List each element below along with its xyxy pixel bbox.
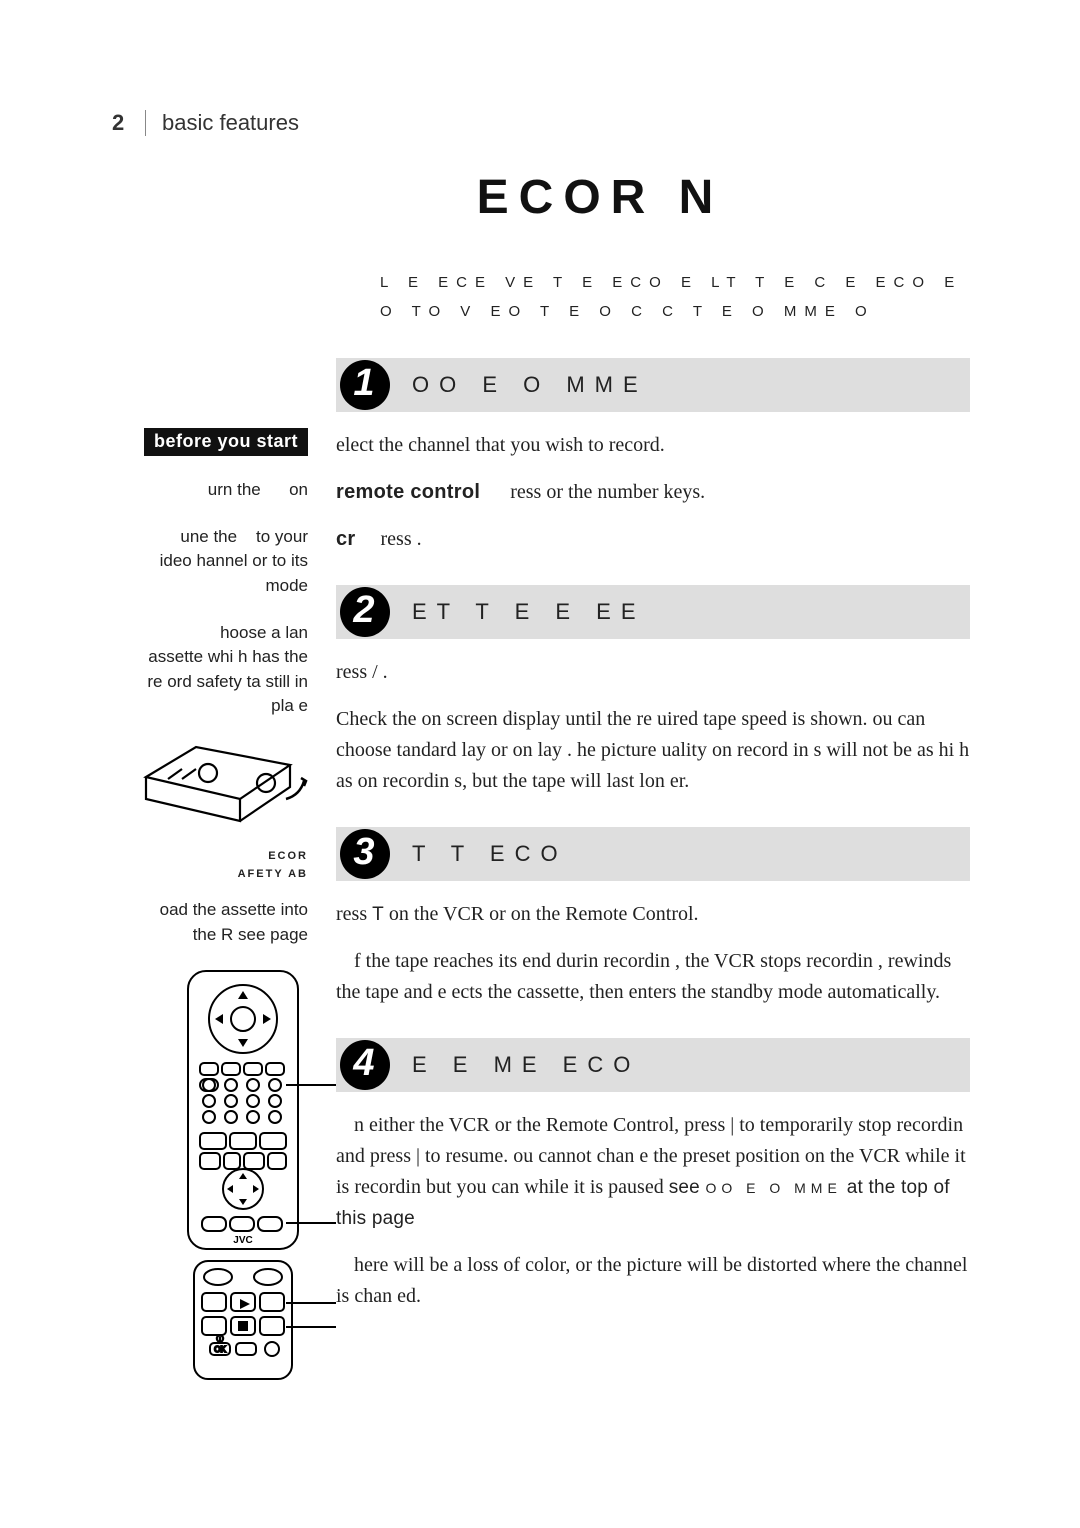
step-1-heading: 1 OO E O MME — [336, 358, 970, 412]
divider-icon — [145, 110, 146, 136]
left-p4: oad the assette into the R see page — [80, 898, 308, 947]
step-number-1: 1 — [340, 360, 390, 410]
step-3-heading: 3 T T ECO — [336, 827, 970, 881]
cassette-illustration: ECOR AFETY AB — [80, 729, 308, 880]
before-you-start-badge: before you start — [144, 428, 308, 456]
s3-pre: ress — [336, 903, 372, 925]
step-3-block: 3 T T ECO ress T on the VCR or on the Re… — [336, 827, 970, 1008]
step-2-body: ress / . Check the on screen display unt… — [336, 657, 970, 797]
left-p1b: on — [289, 480, 308, 499]
left-p3a: hoose a lan — [220, 623, 308, 642]
left-column: before you start urn the on une the to y… — [80, 358, 330, 1390]
cassette-label-2: AFETY AB — [80, 868, 308, 880]
step-3-title: T T ECO — [412, 841, 568, 867]
remote-illustration: JVC — [80, 965, 308, 1390]
page-number: 2 — [112, 110, 125, 135]
s4-see: see — [669, 1177, 706, 1198]
cr-label: cr — [336, 528, 356, 550]
cassette-icon — [138, 729, 308, 839]
s3-line2: f the tape reaches its end durin recordi… — [336, 946, 970, 1008]
remote-icon: JVC — [178, 965, 308, 1385]
s3-post: on the VCR or on the Remote Control. — [389, 903, 699, 925]
left-p2a: une the — [180, 527, 237, 546]
left-p2c: ideo hannel or to its — [160, 551, 308, 570]
step-number-2: 2 — [340, 587, 390, 637]
step-number-4: 4 — [340, 1040, 390, 1090]
left-p1: urn the on — [80, 478, 308, 503]
s1-line1: elect the channel that you wish to recor… — [336, 430, 970, 461]
step-1-block: 1 OO E O MME elect the channel that you … — [336, 358, 970, 555]
s1-line2-text: ress or the number keys. — [510, 481, 705, 503]
svg-text:OK: OK — [214, 1345, 226, 1354]
svg-text:ⓘ: ⓘ — [217, 1335, 224, 1343]
s4-line2: here will be a loss of color, or the pic… — [336, 1250, 970, 1312]
step-2-heading: 2 ET T E E EE — [336, 585, 970, 639]
step-2-block: 2 ET T E E EE ress / . Check the on scre… — [336, 585, 970, 797]
step-4-block: 4 E E ME ECO n either the VCR or the Rem… — [336, 1038, 970, 1312]
step-2-title: ET T E E EE — [412, 599, 646, 625]
s4-mme: OO E O MME — [705, 1180, 841, 1196]
step-3-body: ress T on the VCR or on the Remote Contr… — [336, 899, 970, 1008]
s2-line2: Check the on screen display until the re… — [336, 704, 970, 797]
running-head-text: basic features — [162, 110, 299, 135]
left-p2b: to your — [256, 527, 308, 546]
cassette-label-1: ECOR — [80, 850, 308, 862]
svg-text:JVC: JVC — [233, 1235, 252, 1246]
subtitle-line-1: L E ECE VE T E ECO E LT T E C E ECO E — [380, 269, 1000, 298]
step-number-3: 3 — [340, 829, 390, 879]
s1-line3: cr ress . — [336, 524, 970, 555]
s2-line1: ress / . — [336, 657, 970, 688]
left-p3c: re ord safety ta still in — [147, 672, 308, 691]
left-p3: hoose a lan assette whi h has the re ord… — [80, 621, 308, 720]
left-p3b: assette whi h has the — [148, 647, 308, 666]
step-1-title: OO E O MME — [412, 372, 648, 398]
s3-line1: ress T on the VCR or on the Remote Contr… — [336, 899, 970, 930]
left-p2d: mode — [265, 576, 308, 595]
s1-line2: remote control ress or the number keys. — [336, 477, 970, 508]
doc-title: ECOR N — [200, 170, 1000, 225]
step-4-heading: 4 E E ME ECO — [336, 1038, 970, 1092]
step-1-body: elect the channel that you wish to recor… — [336, 430, 970, 555]
rec-glyph: T — [372, 904, 384, 925]
left-p2: une the to your ideo hannel or to its mo… — [80, 525, 308, 599]
step-4-body: n either the VCR or the Remote Control, … — [336, 1110, 970, 1312]
subtitle: L E ECE VE T E ECO E LT T E C E ECO E O … — [380, 269, 1000, 326]
step-4-title: E E ME ECO — [412, 1052, 640, 1078]
right-column: 1 OO E O MME elect the channel that you … — [330, 358, 1000, 1390]
left-p3d: pla e — [271, 696, 308, 715]
page: 2 basic features ECOR N L E ECE VE T E E… — [0, 0, 1080, 1528]
left-p4b: the R see page — [193, 925, 308, 944]
remote-control-label: remote control — [336, 481, 480, 503]
running-head: 2 basic features — [112, 110, 299, 136]
columns: before you start urn the on une the to y… — [80, 358, 1000, 1390]
left-p1a: urn the — [208, 480, 261, 499]
subtitle-line-2: O TO V EO T E O C C T E O MME O — [380, 298, 1000, 327]
left-p4a: oad the assette into — [160, 900, 308, 919]
s1-line3-text: ress . — [381, 528, 422, 550]
s4-line1: n either the VCR or the Remote Control, … — [336, 1110, 970, 1234]
